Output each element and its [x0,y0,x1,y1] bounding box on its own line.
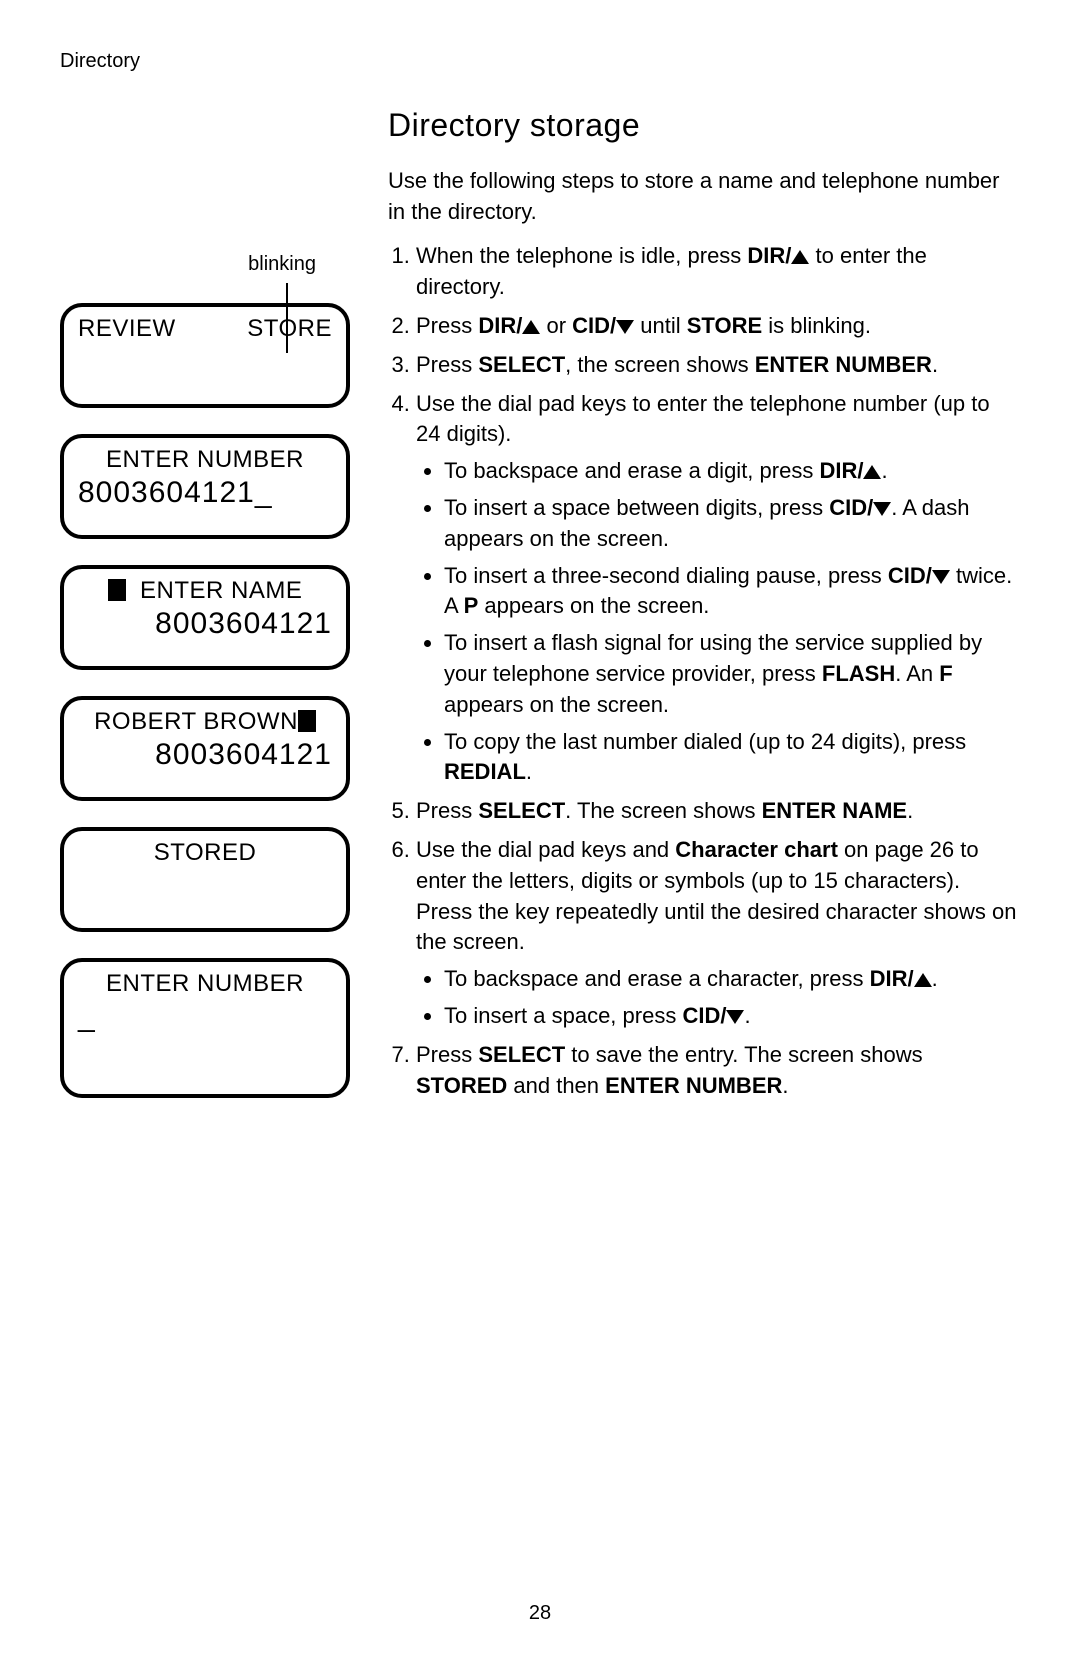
step-4-sub-3: To insert a three-second dialing pause, … [444,561,1020,623]
step-6-sub-2: To insert a space, press CID/. [444,1001,1020,1032]
step-4-sub-5: To copy the last number dialed (up to 24… [444,727,1020,789]
down-triangle-icon [932,570,950,584]
step-1: When the telephone is idle, press DIR/ t… [416,241,1020,303]
step-2: Press DIR/ or CID/ until STORE is blinki… [416,311,1020,342]
step-6-sub-1: To backspace and erase a character, pres… [444,964,1020,995]
screen5-label: STORED [78,839,332,867]
screen4-value: 8003604121 [78,738,332,772]
screen1-left: REVIEW [78,315,176,343]
screen4-label: ROBERT BROWN [78,708,332,736]
step-5: Press SELECT. The screen shows ENTER NAM… [416,796,1020,827]
lcd-screen-1: REVIEW STORE [60,303,350,408]
left-column: blinking REVIEW STORE ENTER NUMBER 80036… [60,103,360,1124]
down-triangle-icon [726,1010,744,1024]
screen1-right: STORE [247,315,332,343]
main-content: blinking REVIEW STORE ENTER NUMBER 80036… [60,103,1020,1124]
down-triangle-icon [616,320,634,334]
up-triangle-icon [863,465,881,479]
screen3-value: 8003604121 [78,607,332,641]
page-number: 28 [0,1602,1080,1625]
step-4: Use the dial pad keys to enter the telep… [416,389,1020,789]
screen2-value: 8003604121_ [78,476,332,510]
blinking-label: blinking [248,253,316,276]
page-title: Directory storage [388,103,1020,148]
step-4-sublist: To backspace and erase a digit, press DI… [416,456,1020,788]
lcd-screen-3: ENTER NAME 8003604121 [60,565,350,670]
right-column: Directory storage Use the following step… [388,103,1020,1124]
step-4-sub-4: To insert a flash signal for using the s… [444,628,1020,720]
step-4-sub-1: To backspace and erase a digit, press DI… [444,456,1020,487]
steps-list: When the telephone is idle, press DIR/ t… [388,241,1020,1101]
up-triangle-icon [522,320,540,334]
intro-text: Use the following steps to store a name … [388,166,1020,228]
section-header: Directory [60,50,1020,73]
step-7: Press SELECT to save the entry. The scre… [416,1040,1020,1102]
screen2-label: ENTER NUMBER [78,446,332,474]
up-triangle-icon [791,250,809,264]
step-4-sub-2: To insert a space between digits, press … [444,493,1020,555]
cursor-icon [298,710,316,732]
lcd-screen-4: ROBERT BROWN 8003604121 [60,696,350,801]
screen6-label: ENTER NUMBER [78,970,332,998]
lcd-screen-5: STORED [60,827,350,932]
screen3-label: ENTER NAME [78,577,332,605]
lcd-screen-2: ENTER NUMBER 8003604121_ [60,434,350,539]
step-6-sublist: To backspace and erase a character, pres… [416,964,1020,1032]
lcd-screen-6: ENTER NUMBER _ [60,958,350,1098]
step-6: Use the dial pad keys and Character char… [416,835,1020,1032]
cursor-icon [108,579,126,601]
down-triangle-icon [873,502,891,516]
step-3: Press SELECT, the screen shows ENTER NUM… [416,350,1020,381]
screen6-value: _ [78,1000,332,1034]
up-triangle-icon [914,973,932,987]
